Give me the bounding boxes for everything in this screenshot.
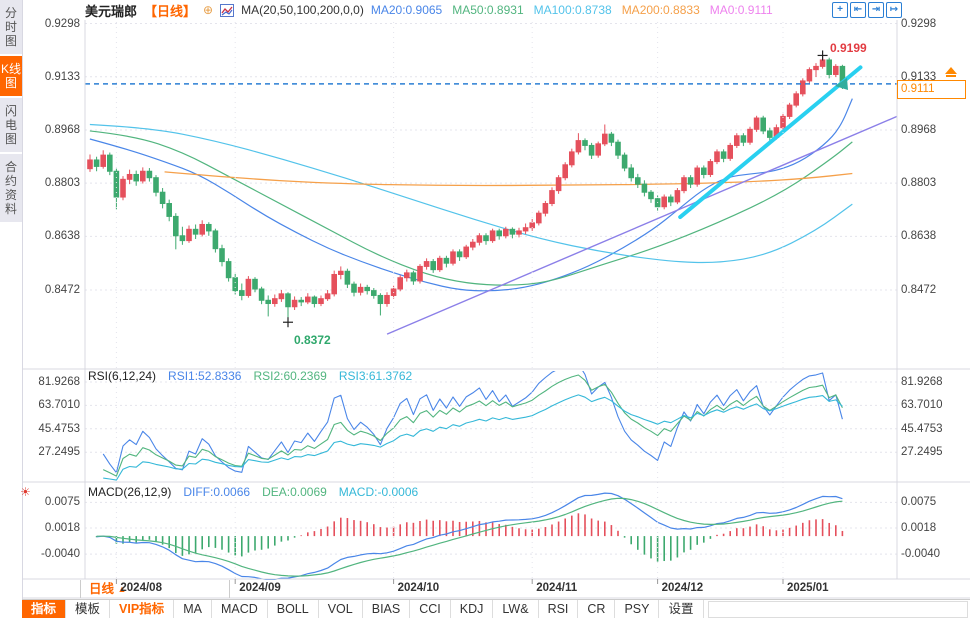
scale-left-axis-icon[interactable]: ⇤ [850, 2, 866, 18]
add-compare-icon[interactable]: ⊕ [203, 3, 214, 17]
axis-label: 0.0075 [44, 496, 80, 509]
crosshair-icon[interactable]: + [832, 2, 848, 18]
indicator-value-label: DEA:0.0069 [262, 485, 327, 499]
date-label: 2025/01 [787, 582, 829, 594]
period-selector-label: 日线 [89, 582, 115, 596]
date-label: 2024/10 [397, 582, 440, 594]
axis-label: 81.9268 [901, 376, 943, 388]
axis-label: 0.9133 [44, 70, 80, 83]
ma-value-label: MA50:0.8931 [452, 3, 524, 17]
tab-LW&[interactable]: LW& [493, 600, 539, 618]
indicator-value-label: MACD:-0.0006 [338, 485, 419, 499]
axis-label: 0.9298 [44, 17, 80, 30]
ma-value-label: MA200:0.8833 [621, 3, 700, 17]
high-price-label: 0.9199 [830, 41, 867, 55]
macd-title: MACD(26,12,9) [88, 485, 172, 499]
go-to-latest-button[interactable] [944, 67, 958, 79]
axis-label: 0.8803 [901, 177, 937, 190]
tab-MA[interactable]: MA [174, 600, 212, 618]
axis-label: 63.7010 [901, 399, 943, 412]
sidebar-item-2[interactable]: 闪电图 [0, 98, 22, 152]
chart-type-sidebar: 分时图 K线图 闪电图 合约资料 [0, 0, 23, 618]
axis-label: 0.8472 [901, 283, 937, 296]
tab-指标[interactable]: 指标 [22, 600, 67, 618]
axis-label: 0.0018 [44, 522, 80, 534]
last-price-tag: 0.9111 [897, 80, 966, 99]
symbol-name: 美元瑞郎 [85, 3, 138, 19]
tab-MACD[interactable]: MACD [212, 600, 268, 618]
macd-legend: DIFF:0.0066 DEA:0.0069 MACD:-0.0006 [183, 485, 418, 499]
date-label: 2024/09 [239, 582, 281, 594]
sidebar-item-0[interactable]: 分时图 [0, 0, 22, 54]
chart-canvas[interactable] [0, 0, 970, 599]
axis-label: 0.9133 [901, 70, 937, 83]
axis-label: 0.8638 [901, 230, 937, 243]
tab-模板[interactable]: 模板 [66, 600, 111, 618]
tab-VIP指标[interactable]: VIP指标 [110, 600, 175, 618]
indicator-tabbar: 指标 模板 VIP指标 MA MACD BOLL VOL BIAS CCI KDJ LW& RSI CR… [22, 599, 970, 618]
tab-RSI[interactable]: RSI [539, 600, 579, 618]
axis-label: 0.8638 [44, 230, 80, 243]
ma-value-label: MA100:0.8738 [533, 3, 612, 17]
ma-value-label: MA0:0.9111 [709, 3, 773, 17]
tab-CR[interactable]: CR [578, 600, 616, 618]
axis-label: 0.0075 [901, 496, 937, 509]
indicator-value-label: RSI1:52.8336 [168, 369, 242, 383]
rsi-legend: RSI1:52.8336 RSI2:60.2369 RSI3:61.3762 [168, 369, 412, 383]
ma-settings-label: MA(20,50,100,200,0,0) [241, 3, 364, 17]
hot-indicator-icon[interactable]: ☀ [20, 485, 31, 499]
tab-PSY[interactable]: PSY [615, 600, 660, 618]
tab-CCI[interactable]: CCI [410, 600, 451, 618]
axis-label: 0.0018 [901, 522, 937, 534]
axis-label: 81.9268 [38, 376, 80, 388]
scale-right-axis-icon[interactable]: ⇥ [868, 2, 884, 18]
rsi-header: RSI(6,12,24) RSI1:52.8336 RSI2:60.2369 RSI… [88, 369, 412, 383]
tab-BIAS[interactable]: BIAS [363, 600, 411, 618]
axis-label: 0.8803 [44, 177, 80, 190]
axis-label: 45.4753 [901, 422, 943, 435]
rsi-title: RSI(6,12,24) [88, 369, 157, 383]
line-chart-icon [220, 3, 235, 17]
ma-legend: MA20:0.9065 MA50:0.8931 MA100:0.8738 MA200:… [371, 3, 773, 17]
tabbar-spacer [707, 601, 968, 618]
tab-BOLL[interactable]: BOLL [268, 600, 319, 618]
indicator-value-label: DIFF:0.0066 [183, 485, 251, 499]
axis-label: 45.4753 [38, 422, 80, 435]
ma-value-label: MA20:0.9065 [370, 3, 443, 17]
period-up-arrow-icon: ▲ [117, 584, 127, 594]
date-label: 2024/12 [661, 582, 704, 594]
chart-toolbar: + ⇤ ⇥ ↦ [832, 2, 902, 18]
sidebar-item-1[interactable]: K线图 [0, 56, 22, 96]
date-label: 2024/08 [120, 582, 162, 594]
date-label: 2024/11 [536, 582, 578, 594]
axis-label: 27.2495 [901, 446, 943, 459]
pan-right-icon[interactable]: ↦ [886, 2, 902, 18]
period-selector[interactable]: 日线 ▲ [80, 580, 230, 598]
macd-header: MACD(26,12,9) DIFF:0.0066 DEA:0.0069 MACD:… [88, 485, 418, 499]
tab-VOL[interactable]: VOL [319, 600, 363, 618]
sidebar-item-3[interactable]: 合约资料 [0, 154, 22, 222]
period-label[interactable]: 【日线】 [144, 3, 197, 19]
chart-header: 美元瑞郎 【日线】 ⊕ MA(20,50,100,200,0,0) MA20:0… [85, 1, 773, 19]
indicator-value-label: RSI2:60.2369 [253, 369, 327, 383]
axis-label: -0.0040 [40, 548, 80, 561]
tab-设置[interactable]: 设置 [659, 600, 704, 618]
axis-label: 0.8968 [44, 123, 80, 136]
axis-label: 0.8472 [44, 283, 80, 296]
axis-label: 0.8968 [901, 123, 937, 136]
indicator-value-label: RSI3:61.3762 [338, 369, 413, 383]
axis-label: 0.9298 [901, 17, 937, 30]
low-price-label: 0.8372 [294, 333, 331, 347]
up-arrow-icon [945, 67, 957, 74]
tab-KDJ[interactable]: KDJ [451, 600, 494, 618]
axis-label: 63.7010 [38, 399, 80, 412]
axis-label: 27.2495 [38, 446, 80, 459]
axis-label: -0.0040 [901, 548, 941, 561]
